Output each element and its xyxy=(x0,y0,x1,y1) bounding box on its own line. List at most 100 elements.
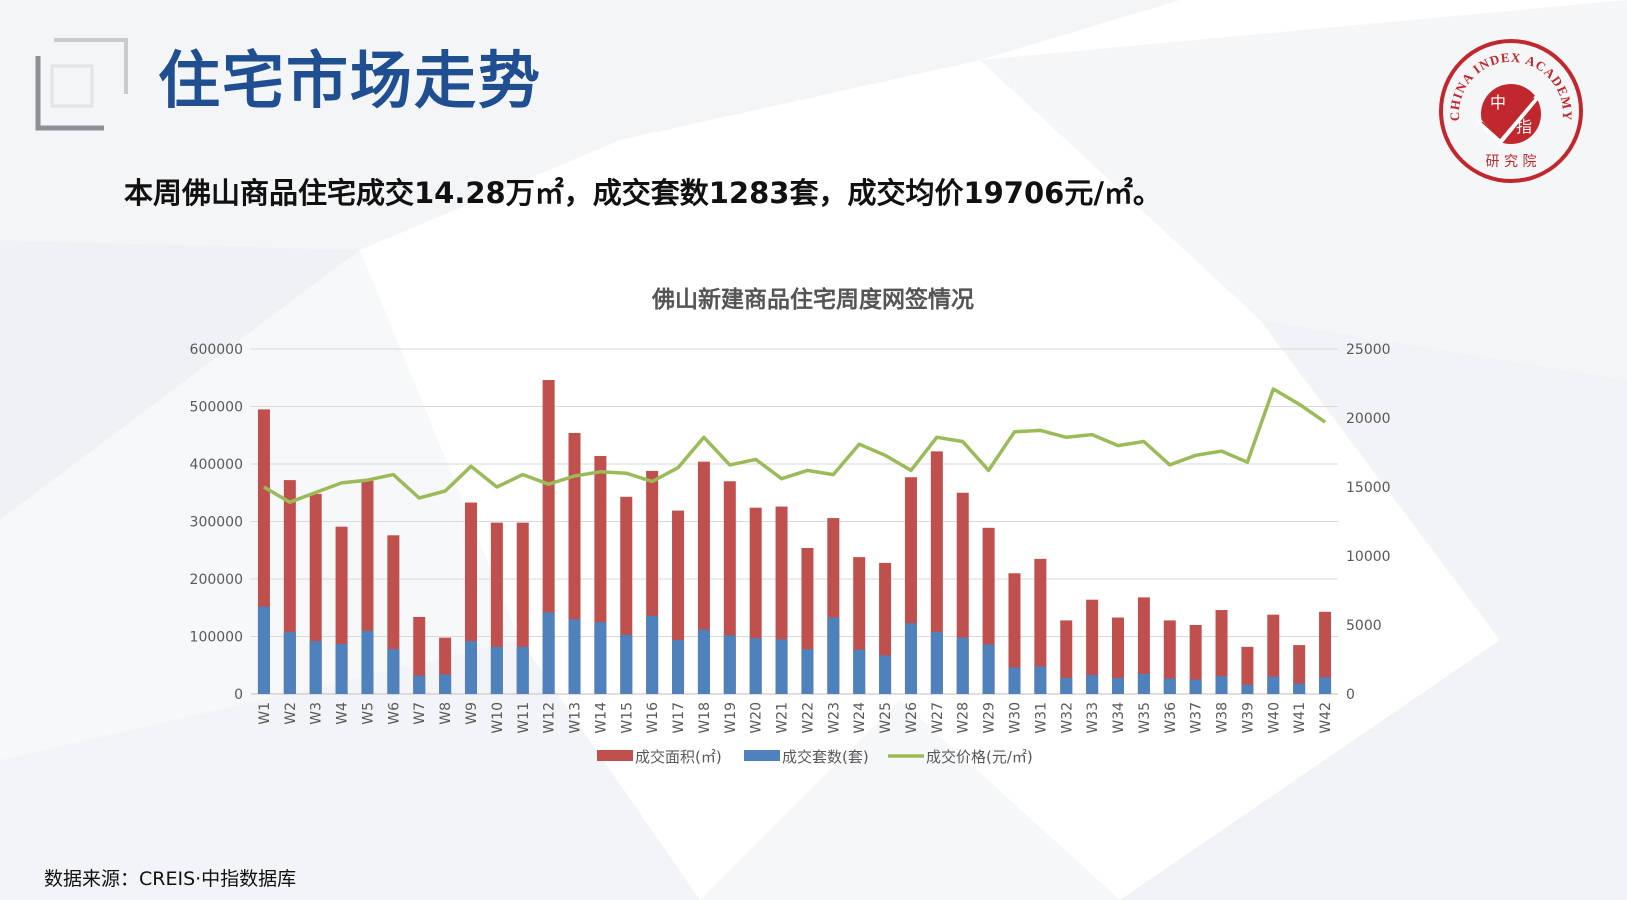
x-tick-label: W37 xyxy=(1189,702,1205,734)
bar-units-W33 xyxy=(1086,675,1099,694)
bar-area-W40 xyxy=(1267,614,1280,694)
x-tick-label: W4 xyxy=(335,702,351,725)
bar-units-W10 xyxy=(490,646,503,694)
bar-units-W28 xyxy=(956,637,969,694)
weekly-summary: 本周佛山商品住宅成交14.28万㎡，成交套数1283套，成交均价19706元/㎡… xyxy=(124,176,1162,210)
bar-units-W2 xyxy=(283,631,296,694)
x-tick-label: W19 xyxy=(723,702,739,734)
bar-units-W1 xyxy=(257,606,270,694)
x-tick-label: W8 xyxy=(438,702,454,725)
bar-units-W15 xyxy=(620,634,633,694)
x-tick-label: W33 xyxy=(1085,702,1101,734)
x-tick-label: W13 xyxy=(568,702,584,734)
bar-units-W12 xyxy=(542,612,555,694)
bar-area-W32 xyxy=(1060,620,1073,694)
bar-units-W16 xyxy=(646,615,659,694)
bar-units-W19 xyxy=(723,635,736,694)
legend-swatch-1 xyxy=(744,750,780,761)
bar-units-W32 xyxy=(1060,677,1073,694)
x-tick-label: W24 xyxy=(852,702,868,734)
x-tick-label: W42 xyxy=(1318,702,1334,734)
bar-units-W34 xyxy=(1112,677,1125,694)
grid-lines xyxy=(251,348,1338,695)
x-axis: W1 W2 W3 W4 W5 W6 W7 W8 W9 W10 W11 W12 W13 W14 W15 W16 W… xyxy=(257,702,1334,734)
bar-units-W39 xyxy=(1241,684,1254,694)
y-left-tick-label: 400000 xyxy=(190,457,243,473)
bar-units-W31 xyxy=(1034,666,1047,694)
bar-units-W4 xyxy=(335,643,348,694)
bar-units-W25 xyxy=(879,655,892,694)
x-tick-label: W27 xyxy=(930,702,946,734)
x-tick-label: W1 xyxy=(257,702,273,725)
page-title: 住宅市场走势 xyxy=(158,44,543,117)
bar-units-W29 xyxy=(982,644,995,694)
x-tick-label: W23 xyxy=(826,702,842,734)
bar-area-W31 xyxy=(1034,558,1047,694)
x-tick-label: W34 xyxy=(1111,702,1127,734)
x-tick-label: W17 xyxy=(671,702,687,734)
x-tick-label: W7 xyxy=(412,702,428,725)
x-tick-label: W36 xyxy=(1163,702,1179,734)
x-tick-label: W14 xyxy=(593,702,609,734)
bar-area-W42 xyxy=(1319,611,1332,694)
legend-label-0: 成交面积(㎡) xyxy=(635,748,722,766)
bar-units-W7 xyxy=(413,675,426,694)
price-line-layer xyxy=(263,387,1327,504)
y-right-tick-label: 25000 xyxy=(1346,342,1391,358)
x-tick-label: W5 xyxy=(360,702,376,725)
x-tick-label: W3 xyxy=(309,702,325,725)
x-tick-label: W16 xyxy=(645,702,661,734)
x-tick-label: W40 xyxy=(1266,702,1282,734)
bar-units-W36 xyxy=(1163,678,1176,694)
y-left-tick-label: 200000 xyxy=(190,572,243,588)
y-right-tick-label: 15000 xyxy=(1346,480,1391,496)
y-right-tick-label: 0 xyxy=(1346,687,1355,703)
x-tick-label: W32 xyxy=(1059,702,1075,734)
x-tick-label: W21 xyxy=(775,702,791,734)
x-tick-label: W39 xyxy=(1240,702,1256,734)
bar-units-W24 xyxy=(853,649,866,694)
y-left-tick-label: 300000 xyxy=(190,515,243,531)
bar-units-W38 xyxy=(1215,676,1228,694)
bar-units-W3 xyxy=(309,641,322,694)
bar-units-W6 xyxy=(387,649,400,694)
legend-swatch-0 xyxy=(597,750,633,761)
bar-units-W23 xyxy=(827,617,840,694)
bar-units-W40 xyxy=(1267,676,1280,694)
x-tick-label: W35 xyxy=(1137,702,1153,734)
left-axis: 0 100000 200000 300000 400000 500000 600000 xyxy=(190,342,243,703)
x-tick-label: W10 xyxy=(490,702,506,734)
legend-label-2: 成交价格(元/㎡) xyxy=(926,748,1033,766)
bar-units-W8 xyxy=(439,674,452,694)
bar-units-W30 xyxy=(1008,667,1021,694)
bar-area-W33 xyxy=(1086,599,1099,694)
x-tick-label: W12 xyxy=(542,702,558,734)
x-tick-label: W6 xyxy=(386,702,402,725)
y-right-tick-label: 20000 xyxy=(1346,411,1391,427)
x-tick-label: W15 xyxy=(619,702,635,734)
bar-area-W41 xyxy=(1293,645,1306,694)
x-tick-label: W22 xyxy=(800,702,816,734)
x-tick-label: W26 xyxy=(904,702,920,734)
y-left-tick-label: 500000 xyxy=(190,400,243,416)
bar-units-W22 xyxy=(801,649,814,694)
chart-title: 佛山新建商品住宅周度网签情况 xyxy=(651,286,974,313)
x-tick-label: W41 xyxy=(1292,702,1308,734)
bar-units-W26 xyxy=(904,623,917,694)
y-left-tick-label: 600000 xyxy=(190,342,243,358)
y-left-tick-label: 0 xyxy=(234,687,243,703)
bar-area-W7 xyxy=(413,616,426,694)
corner-bracket-icon xyxy=(35,38,128,131)
x-tick-label: W38 xyxy=(1215,702,1231,734)
bar-units-W27 xyxy=(930,631,943,694)
bar-units-W14 xyxy=(594,622,607,694)
bar-area-W36 xyxy=(1163,620,1176,694)
bars xyxy=(257,380,1332,694)
bar-units-W17 xyxy=(672,639,685,694)
bar-units-W21 xyxy=(775,639,788,694)
bar-area-W39 xyxy=(1241,646,1254,694)
right-axis: 0 5000 10000 15000 20000 25000 xyxy=(1346,342,1391,703)
bar-units-W5 xyxy=(361,630,374,694)
logo-bottom-text: 研 究 院 xyxy=(1486,154,1537,170)
